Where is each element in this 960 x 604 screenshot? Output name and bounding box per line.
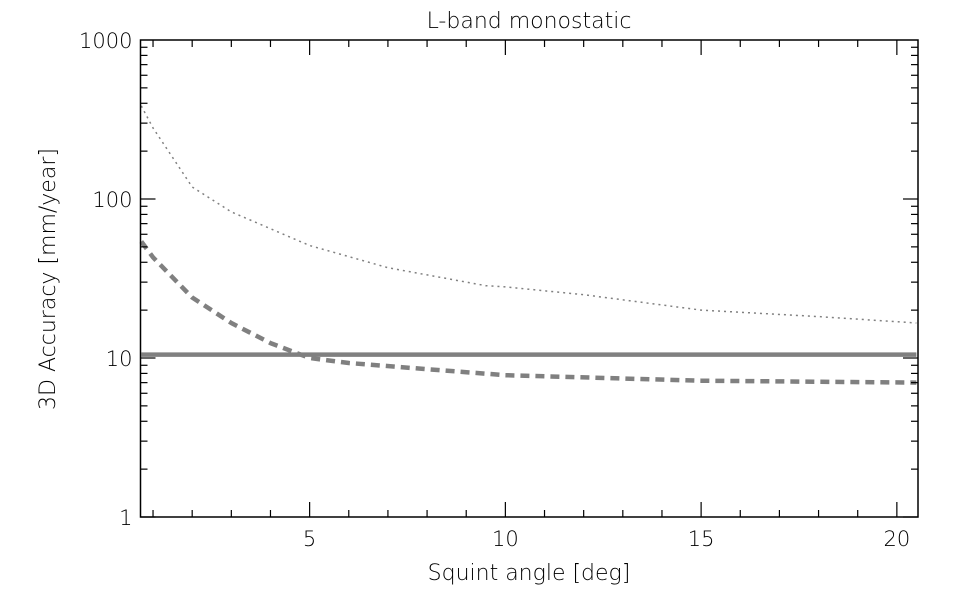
series-line-dashed — [139, 240, 917, 385]
plot-frame — [139, 39, 919, 518]
x-tick-label: 15 — [688, 527, 715, 551]
x-tick-label: 5 — [303, 527, 316, 551]
y-tick-label: 1 — [119, 506, 132, 530]
axes — [139, 39, 919, 518]
y-tick-label: 100 — [92, 188, 132, 212]
chart-title: L-band monostatic — [427, 9, 632, 34]
curves — [139, 105, 917, 385]
series-line-dotted — [140, 105, 917, 324]
x-tick-label: 10 — [492, 527, 519, 551]
x-tick-label: 20 — [883, 527, 910, 551]
x-axis-label: Squint angle [deg] — [428, 561, 631, 586]
y-tick-label: 10 — [106, 347, 133, 371]
tick-labels: 5 10 15 20 1 10 100 1000 — [79, 29, 910, 551]
y-tick-label: 1000 — [79, 29, 132, 53]
y-axis-label: 3D Accuracy [mm/year] — [36, 148, 61, 410]
